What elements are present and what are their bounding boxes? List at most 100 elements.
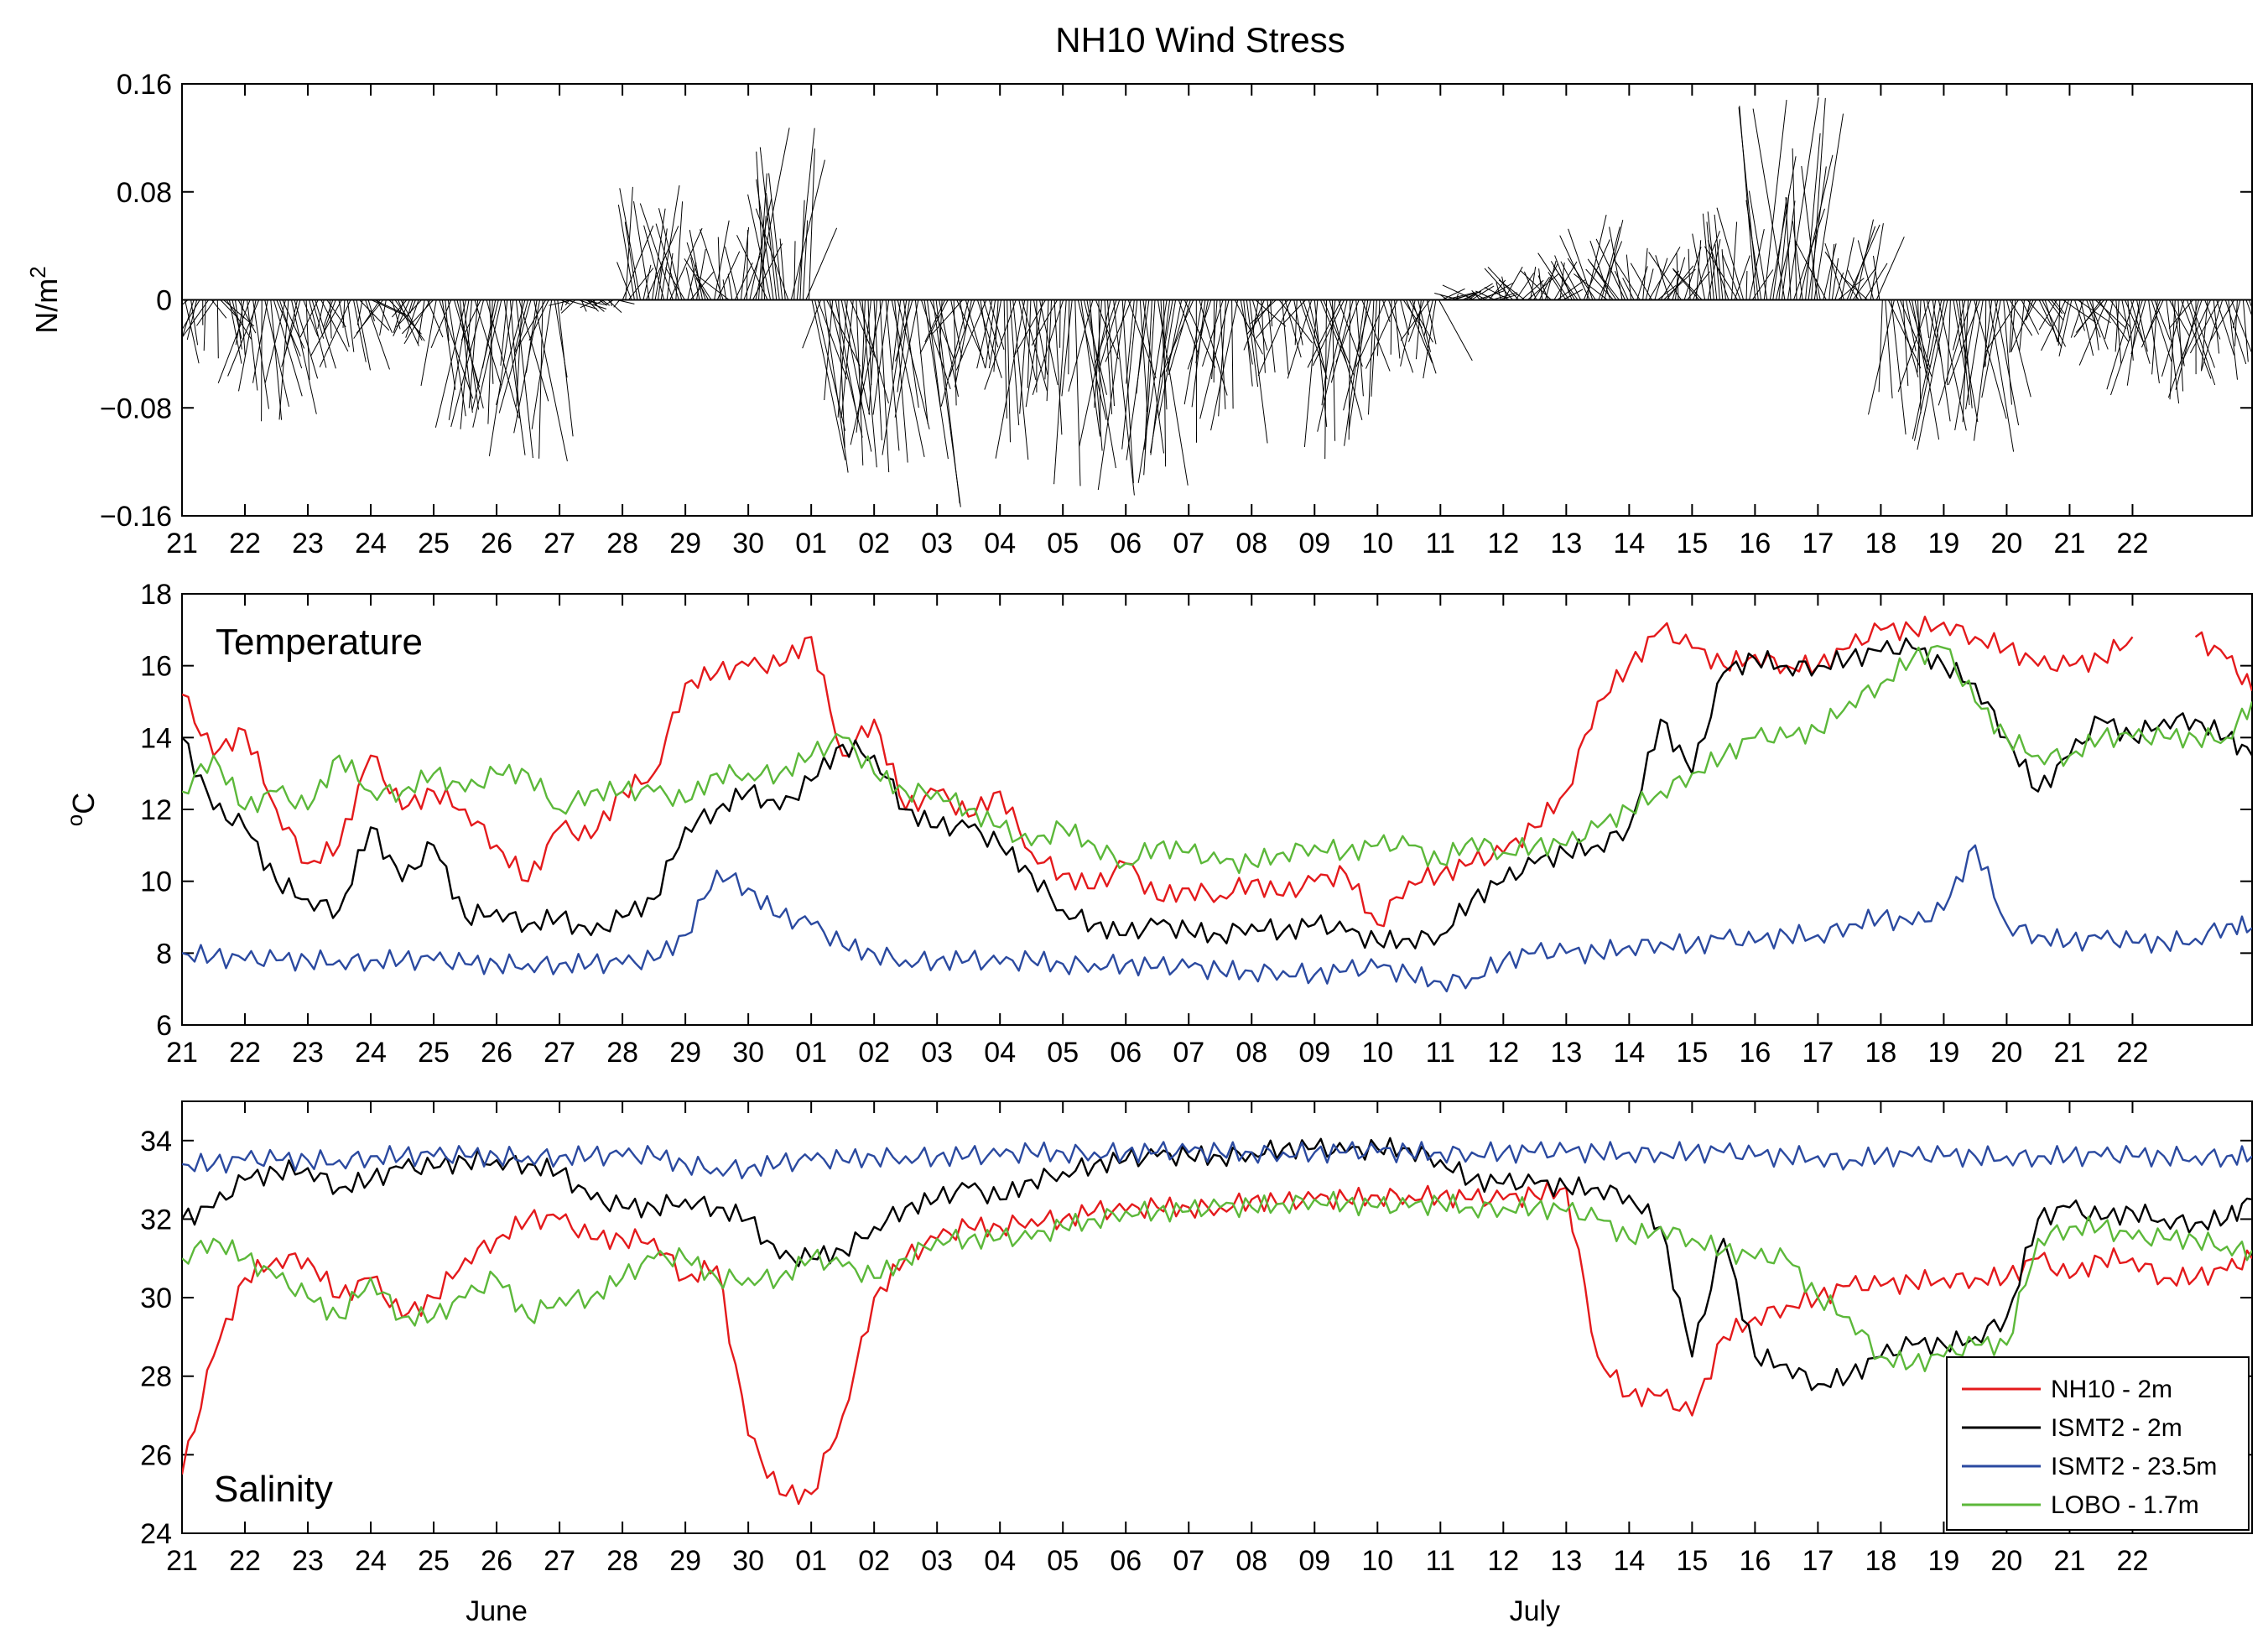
wind-stick — [533, 299, 568, 462]
x-tick-label: 22 — [2117, 528, 2149, 559]
wind-stick — [1442, 284, 1475, 300]
wind-stick — [1251, 299, 1268, 351]
wind-stick — [2080, 299, 2094, 356]
wind-stick — [1077, 299, 1107, 420]
wind-stick — [2201, 299, 2208, 371]
x-tick-label: 09 — [1298, 1545, 1330, 1577]
wind-stick — [252, 299, 268, 383]
y-axis-label-base: C — [66, 793, 101, 814]
wind-stick — [1813, 113, 1844, 300]
wind-stick — [1270, 299, 1273, 327]
wind-stick — [1994, 299, 2020, 426]
wind-stick — [932, 299, 964, 334]
wind-stick — [560, 299, 564, 311]
wind-stick — [1688, 248, 1691, 300]
wind-stick — [538, 299, 544, 459]
wind-stick — [1250, 299, 1277, 325]
wind-stick — [2169, 299, 2176, 400]
wind-stick — [695, 278, 710, 300]
wind-stick — [1394, 299, 1401, 359]
wind-stick — [309, 299, 327, 368]
chart-title: NH10 Wind Stress — [1055, 20, 1345, 60]
wind-stick — [2092, 299, 2099, 351]
wind-stick — [1408, 299, 1425, 342]
wind-stick — [1470, 285, 1495, 300]
wind-stick — [392, 299, 408, 318]
wind-stick — [616, 262, 632, 300]
wind-stick — [1113, 299, 1135, 496]
wind-stick — [1094, 299, 1117, 366]
wind-stick — [1707, 211, 1718, 300]
wind-stick — [1585, 268, 1614, 300]
wind-stick — [1255, 299, 1287, 327]
series-line-lobo — [182, 1190, 2252, 1372]
wind-stick — [235, 299, 242, 350]
x-tick-label: 05 — [1047, 1037, 1079, 1069]
wind-stick — [1199, 299, 1228, 396]
wind-stick — [1926, 299, 1942, 357]
wind-stick — [445, 299, 450, 341]
wind-stick — [1947, 299, 1951, 386]
wind-stick — [1899, 299, 1932, 377]
wind-stick — [1614, 270, 1629, 300]
series-line-ismt2_235m — [182, 1141, 2252, 1179]
wind-stick — [1548, 272, 1567, 300]
x-tick-label: 27 — [544, 1037, 575, 1069]
x-tick-label: 12 — [1487, 528, 1519, 559]
wind-stick — [1388, 299, 1414, 373]
x-tick-label: 17 — [1802, 1545, 1834, 1577]
wind-stick — [1344, 299, 1365, 446]
wind-stick — [1282, 299, 1307, 325]
x-tick-label: 26 — [481, 1545, 512, 1577]
wind-stick — [1313, 299, 1328, 427]
x-tick-label: 03 — [921, 1545, 953, 1577]
wind-stick — [840, 299, 854, 418]
x-tick-label: 25 — [418, 1545, 450, 1577]
wind-stick — [2245, 299, 2252, 318]
wind-stick — [923, 299, 949, 460]
wind-stick — [227, 299, 260, 377]
x-tick-label: 06 — [1110, 1037, 1142, 1069]
wind-stick — [1695, 240, 1702, 300]
wind-stick — [1600, 226, 1620, 300]
wind-stick — [1609, 226, 1623, 300]
wind-stick — [1855, 219, 1874, 300]
wind-stick — [1692, 233, 1706, 300]
x-tick-label: 21 — [2054, 1545, 2086, 1577]
wind-stick — [1231, 299, 1234, 409]
x-tick-label: 10 — [1361, 1545, 1393, 1577]
wind-stick — [377, 299, 393, 334]
wind-stick — [1471, 289, 1481, 300]
wind-stick — [1400, 299, 1416, 367]
wind-stick — [2121, 299, 2130, 341]
wind-stick — [1053, 299, 1063, 435]
wind-stick — [291, 299, 317, 414]
x-tick-label: 16 — [1739, 528, 1771, 559]
wind-stick — [2021, 299, 2040, 335]
wind-stick — [746, 229, 749, 300]
y-tick-label: −0.08 — [100, 393, 172, 424]
wind-stick — [1012, 299, 1029, 460]
wind-stick — [1498, 279, 1526, 300]
wind-stick — [759, 147, 778, 300]
wind-stick — [950, 299, 963, 358]
wind-stick — [2005, 299, 2031, 398]
wind-stick — [1074, 299, 1081, 486]
wind-stick — [894, 299, 919, 418]
wind-stick — [379, 299, 387, 336]
x-tick-label: 27 — [544, 1545, 575, 1577]
salinity-panel: 24 26 28 30 32 34 21 22 23 24 25 26 27 28 29 30 01 02 03 04… — [140, 1100, 2253, 1627]
wind-stick — [407, 299, 414, 319]
wind-stick — [514, 299, 528, 351]
wind-stick — [2038, 299, 2057, 330]
x-tick-label: 09 — [1298, 1037, 1330, 1069]
wind-stick — [1501, 276, 1507, 300]
wind-stick — [2026, 299, 2052, 327]
wind-stick — [1098, 299, 1121, 372]
wind-stick — [285, 299, 298, 352]
wind-stick — [1195, 299, 1209, 364]
wind-stick — [658, 228, 668, 300]
wind-stick — [1202, 299, 1224, 367]
wind-stick — [985, 299, 996, 368]
